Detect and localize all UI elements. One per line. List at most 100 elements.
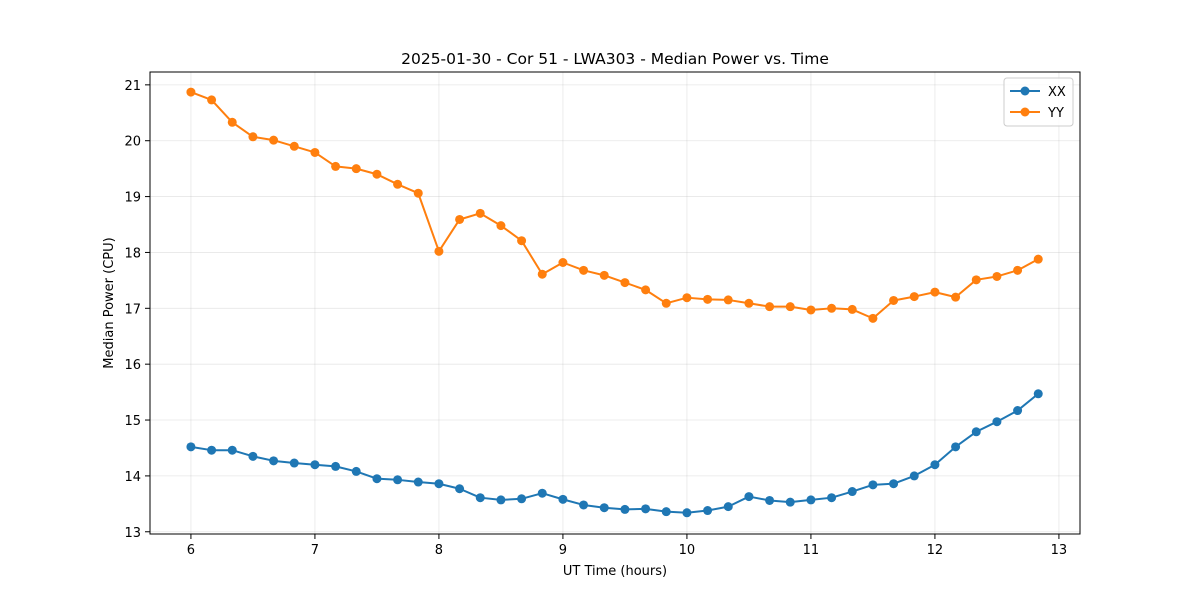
series-xx-point (951, 442, 961, 452)
series-xx-point (372, 474, 382, 484)
x-tick-label: 13 (1051, 543, 1068, 558)
y-tick-label: 17 (124, 302, 141, 317)
series-yy-point (413, 188, 423, 198)
grid (150, 72, 1080, 534)
series-xx-point (971, 427, 981, 437)
legend-xx-label: XX (1048, 85, 1066, 100)
series-yy-point (682, 293, 692, 303)
series-yy-point (1013, 265, 1023, 275)
legend-yy-marker (1020, 107, 1030, 117)
y-axis-title: Median Power (CPU) (102, 237, 117, 368)
series-yy-point (393, 179, 403, 189)
x-tick-label: 10 (679, 543, 696, 558)
series-yy-point (289, 141, 299, 151)
series-yy-point (537, 269, 547, 279)
series-yy-point (517, 236, 527, 246)
series-yy-point (475, 208, 485, 218)
series-xx-point (703, 506, 713, 516)
series-xx-point (331, 461, 341, 471)
x-axis-title: UT Time (hours) (563, 564, 667, 579)
y-tick-label: 13 (124, 526, 141, 541)
series-yy-point (207, 95, 217, 105)
series-yy-point (269, 135, 279, 145)
series-yy-point (186, 87, 196, 97)
series-xx-point (310, 460, 320, 470)
series-xx-point (1033, 389, 1043, 399)
x-tick-label: 8 (435, 543, 443, 558)
series-xx-point (889, 479, 899, 489)
series-xx-point (558, 494, 568, 504)
series-xx-point (269, 456, 279, 466)
series-xx-point (517, 494, 527, 504)
series-xx-point (475, 493, 485, 503)
axis-ticks: 6 7 8 9 10 11 12 13 13 14 15 16 17 18 19 20 21 (124, 79, 1067, 558)
x-tick-label: 11 (803, 543, 820, 558)
series-yy-point (620, 278, 630, 288)
series-yy-point (351, 164, 361, 174)
y-tick-label: 19 (124, 191, 141, 206)
series-xx-point (579, 500, 589, 510)
series-xx-point (744, 492, 754, 502)
series-yy-point (827, 303, 837, 313)
series-xx-point (641, 504, 651, 514)
series-xx-point (661, 507, 671, 517)
series-yy-point (806, 305, 816, 315)
x-tick-label: 12 (927, 543, 944, 558)
series-xx-point (806, 495, 816, 505)
series-xx-point (207, 445, 217, 455)
series-xx-point (393, 475, 403, 485)
series-xx-point (785, 497, 795, 507)
series-yy-point (930, 287, 940, 297)
series-yy-point (661, 298, 671, 308)
series-xx-point (413, 477, 423, 487)
y-tick-label: 18 (124, 246, 141, 261)
plot-frame (149, 71, 1081, 535)
series-xx-point (434, 479, 444, 489)
series-yy-point (496, 221, 506, 231)
series-xx-point (827, 493, 837, 503)
series-xx-point (289, 458, 299, 468)
series-layer (186, 87, 1043, 518)
series-yy-point (889, 295, 899, 305)
series-yy-point (1033, 254, 1043, 264)
y-tick-label: 15 (124, 414, 141, 429)
y-tick-label: 14 (124, 470, 141, 485)
series-xx-point (599, 503, 609, 513)
chart-title: 2025-01-30 - Cor 51 - LWA303 - Median Po… (401, 50, 829, 68)
series-xx-point (496, 495, 506, 505)
series-xx-point (682, 508, 692, 518)
series-xx-point (620, 504, 630, 514)
y-tick-label: 16 (124, 358, 141, 373)
series-yy-point (765, 302, 775, 312)
series-xx-point (537, 488, 547, 498)
series-xx-point (992, 417, 1002, 427)
series-yy-point (785, 302, 795, 312)
series-xx-point (227, 445, 237, 455)
y-tick-label: 20 (124, 135, 141, 150)
series-yy-point (227, 117, 237, 127)
series-yy-point (744, 298, 754, 308)
series-yy-point (558, 257, 568, 267)
series-xx-point (765, 495, 775, 505)
y-tick-label: 21 (124, 79, 141, 94)
series-yy-point (579, 265, 589, 275)
series-yy-point (248, 132, 258, 142)
series-yy-point (434, 246, 444, 256)
series-xx-point (1013, 406, 1023, 416)
series-yy-point (455, 214, 465, 224)
legend: XX YY (1003, 77, 1074, 127)
series-yy-point (599, 270, 609, 280)
x-tick-label: 7 (311, 543, 319, 558)
series-xx-point (186, 442, 196, 452)
series-yy-point (310, 147, 320, 157)
series-xx-point (930, 460, 940, 470)
series-xx-point (248, 451, 258, 461)
legend-xx-marker (1020, 86, 1030, 96)
series-xx-point (909, 471, 919, 481)
series-xx-point (723, 502, 733, 512)
series-yy-point (703, 294, 713, 304)
series-xx-point (847, 487, 857, 497)
x-tick-label: 6 (187, 543, 195, 558)
series-yy-point (951, 292, 961, 302)
